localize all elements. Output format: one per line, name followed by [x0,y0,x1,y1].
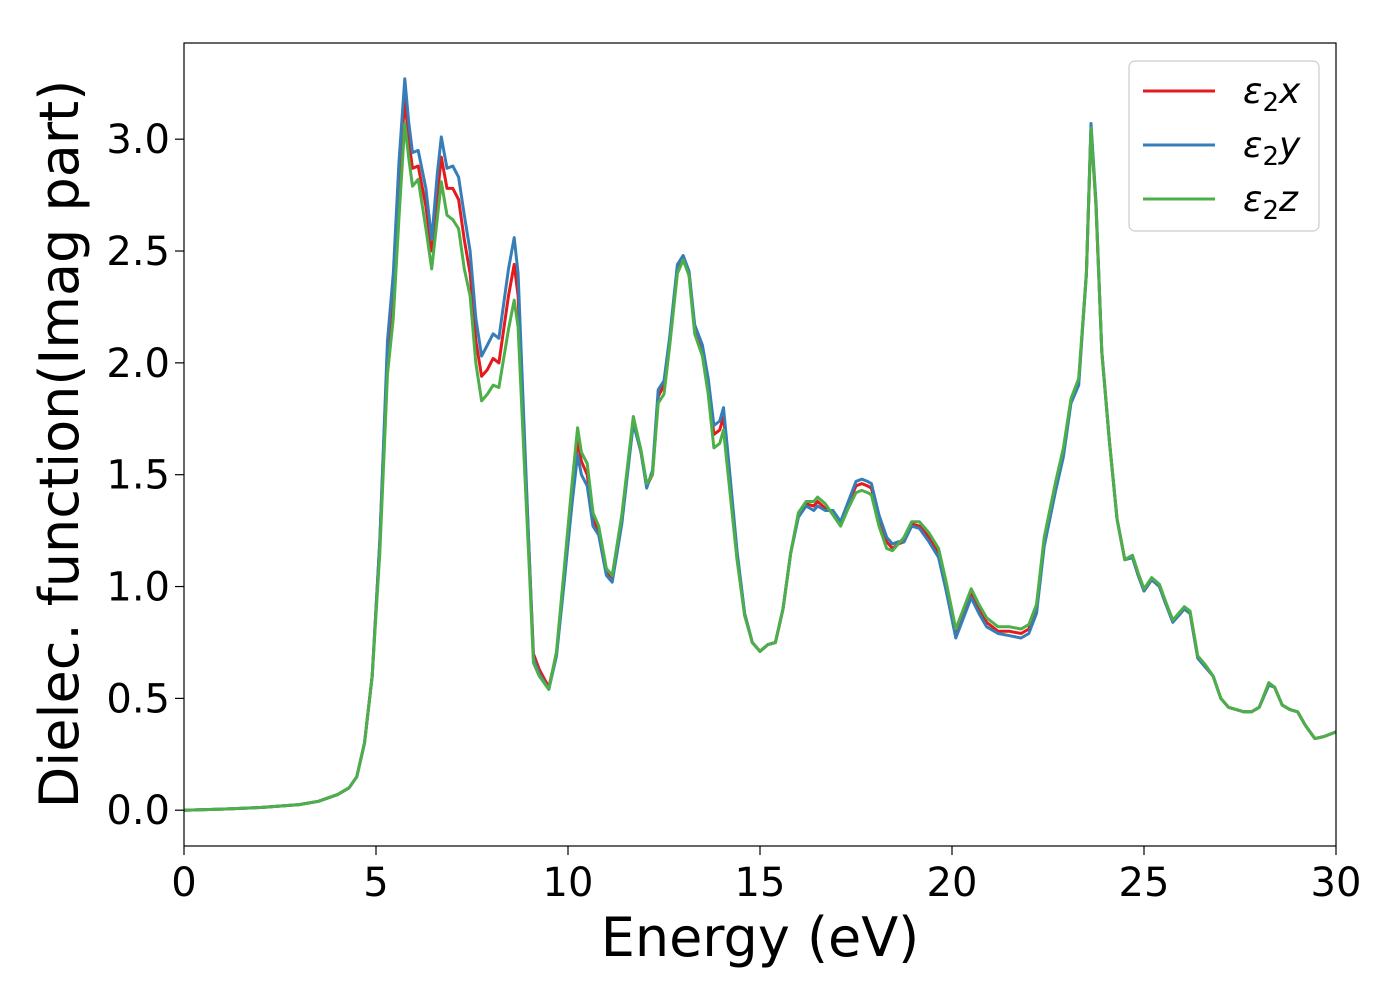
x-tick-label: 10 [543,860,594,906]
x-tick-label: 5 [363,860,388,906]
x-tick-label: 0 [171,860,196,906]
legend-label-z: ε2z [1243,179,1299,226]
y-tick-label: 2.0 [106,341,170,387]
x-axis: 0 5 10 15 20 25 30 [171,846,1361,906]
legend: ε2x ε2y ε2z [1128,60,1320,232]
x-axis-label: Energy (eV) [601,906,920,969]
x-tick-label: 30 [1311,860,1362,906]
y-tick-label: 1.0 [106,565,170,611]
y-tick-label: 1.5 [106,453,170,499]
legend-label-y: ε2y [1243,125,1301,172]
x-tick-label: 20 [927,860,978,906]
plot-area [184,77,1336,812]
y-axis-label: Dielec. function(Imag part) [28,80,91,809]
legend-box [1128,60,1320,232]
series-line-z [184,122,1336,812]
x-tick-label: 15 [735,860,786,906]
y-tick-label: 2.5 [106,229,170,275]
y-axis: 0.0 0.5 1.0 1.5 2.0 2.5 3.0 [106,117,184,834]
y-tick-label: 3.0 [106,117,170,163]
y-tick-label: 0.0 [106,788,170,834]
y-tick-label: 0.5 [106,676,170,722]
legend-label-x: ε2x [1243,71,1301,118]
x-tick-label: 25 [1119,860,1170,906]
